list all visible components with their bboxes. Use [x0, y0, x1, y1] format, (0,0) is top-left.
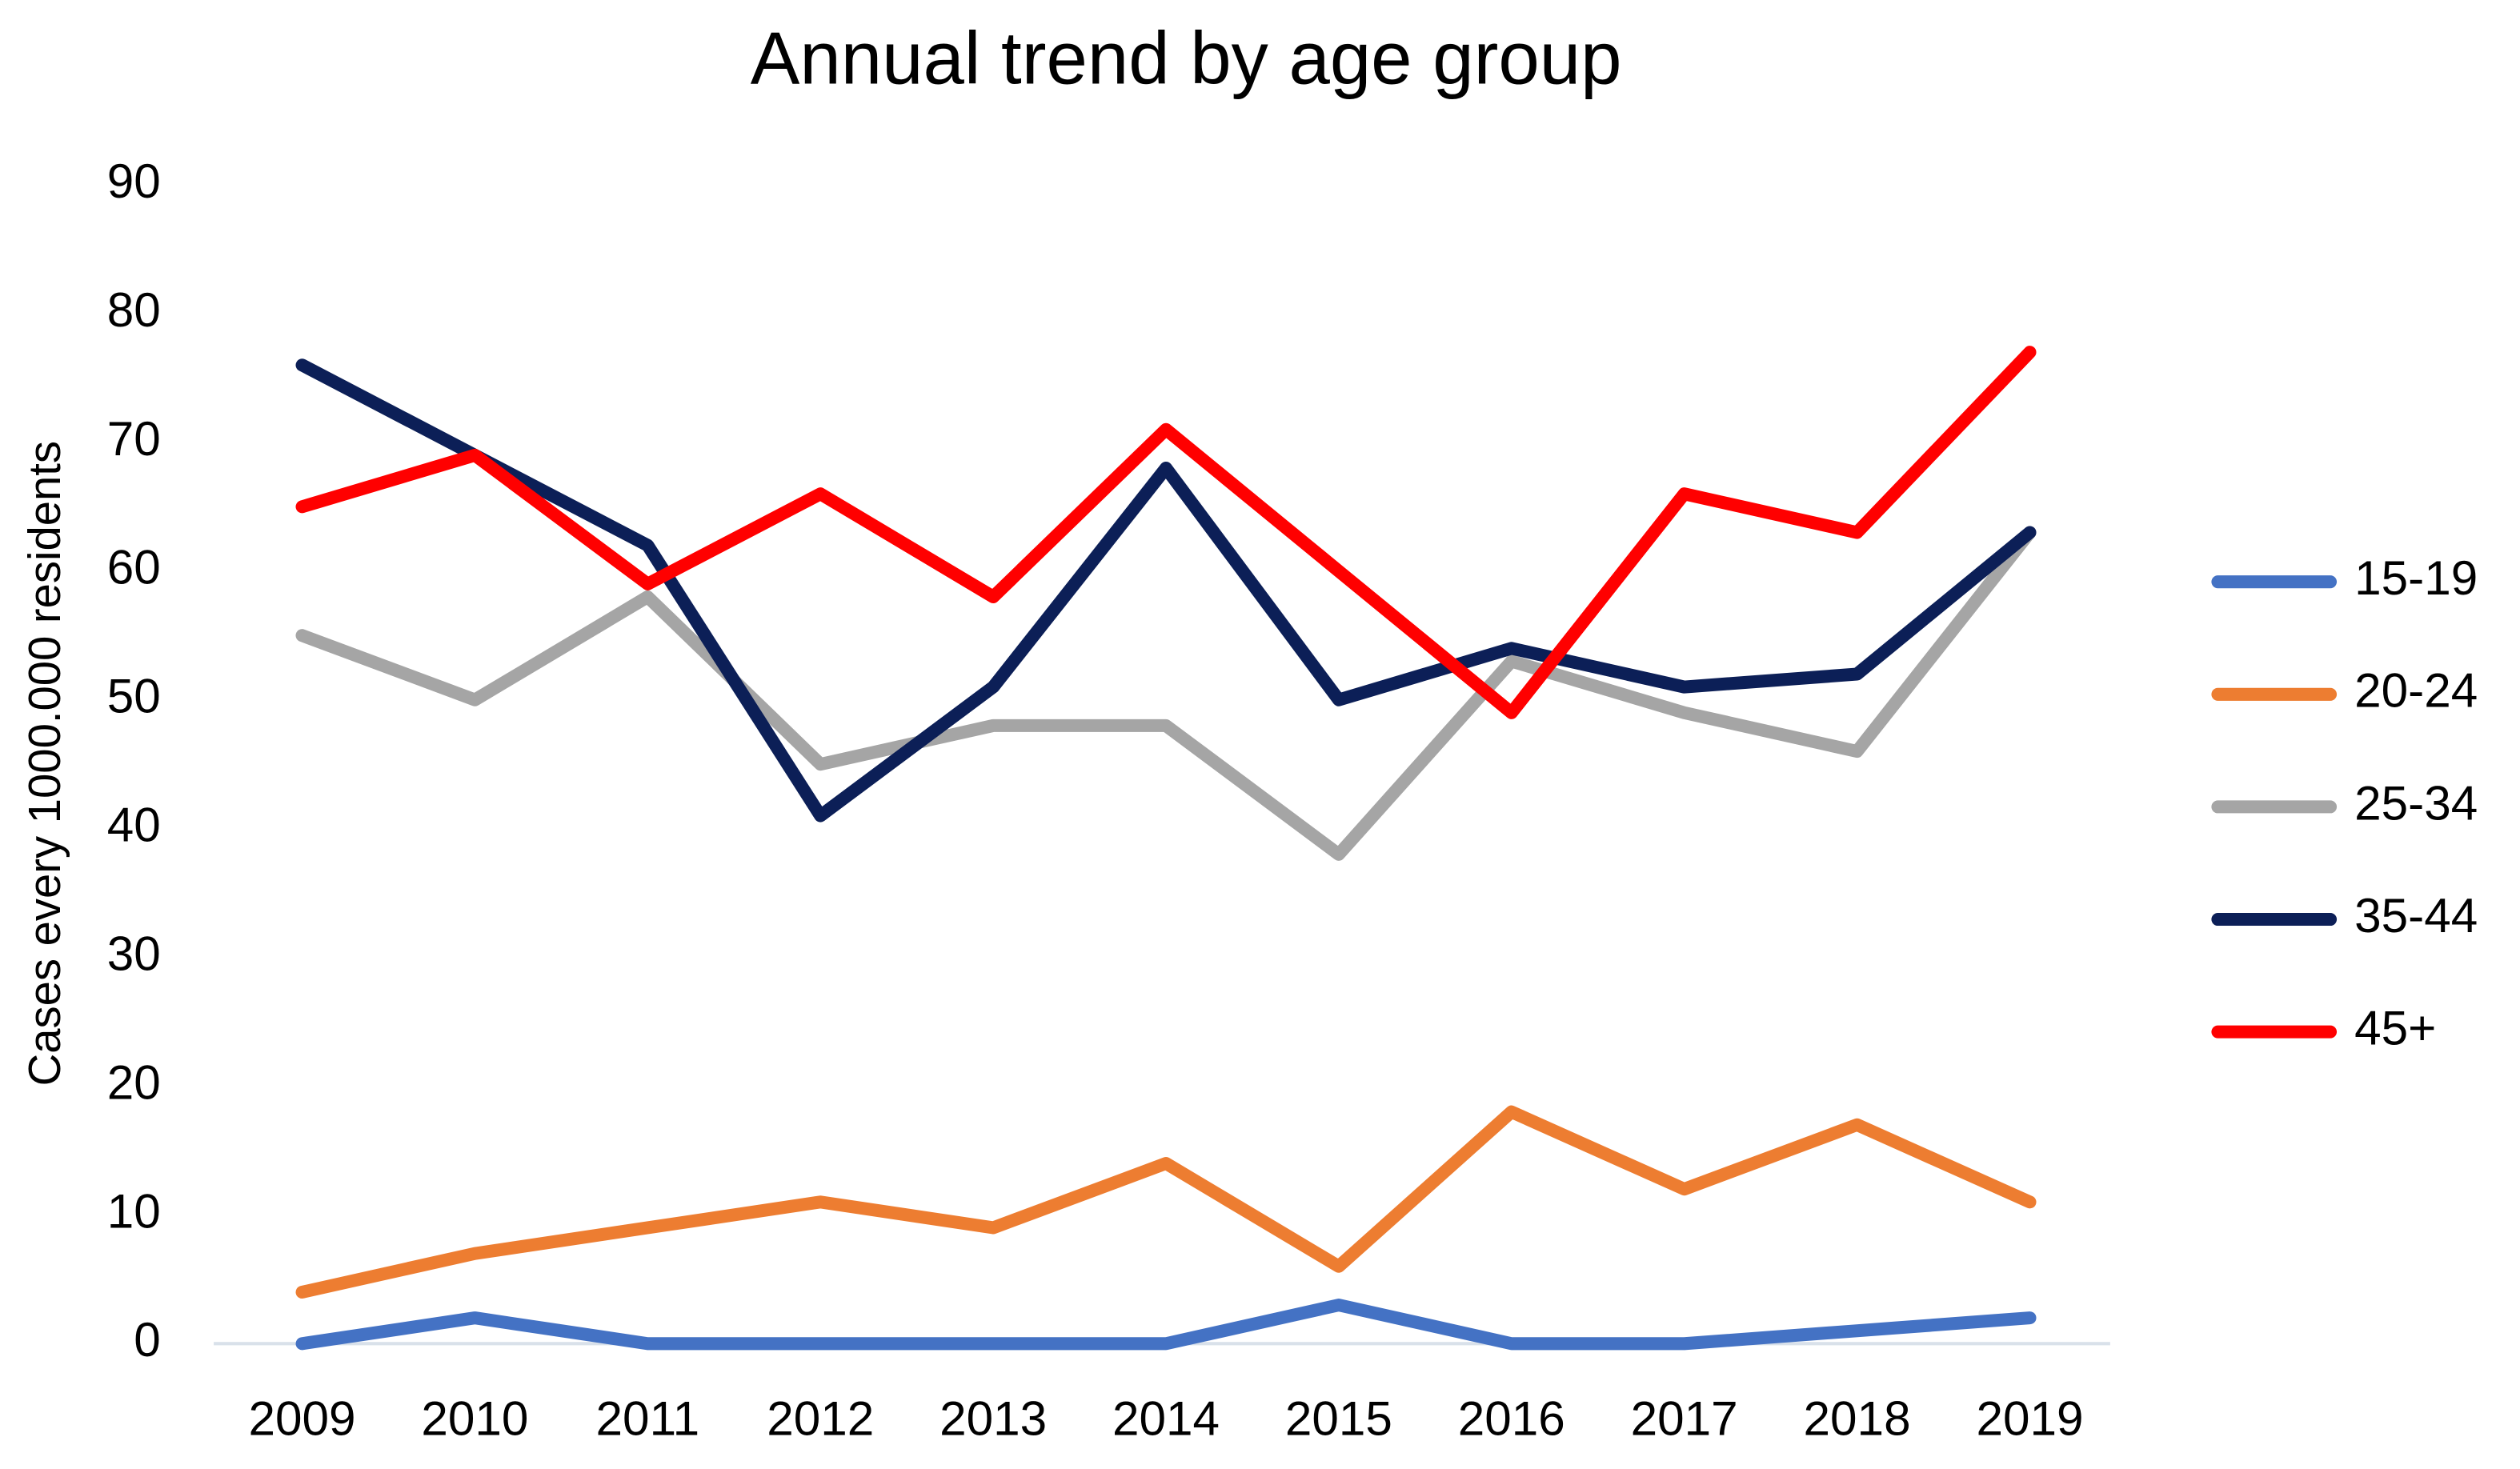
x-tick-label: 2010 [421, 1391, 528, 1446]
y-tick-label: 60 [107, 540, 161, 594]
series-line [295, 1299, 2037, 1351]
x-tick-label: 2014 [1112, 1391, 1220, 1446]
y-tick-label: 80 [107, 282, 161, 337]
chart-title: Annual trend by age group [751, 17, 1622, 100]
legend-label: 25-34 [2354, 775, 2478, 830]
x-tick-label: 2018 [1804, 1391, 1911, 1446]
x-tick-label: 2012 [767, 1391, 874, 1446]
x-tick-label: 2016 [1458, 1391, 1565, 1446]
x-tick-label: 2017 [1631, 1391, 1738, 1446]
y-tick-label: 10 [107, 1183, 161, 1238]
x-tick-label: 2015 [1285, 1391, 1392, 1446]
x-tick-label: 2019 [1976, 1391, 2083, 1446]
x-tick-label: 2011 [596, 1391, 700, 1446]
y-tick-label: 70 [107, 411, 161, 466]
series-line [295, 1105, 2037, 1299]
series-line [295, 526, 2037, 861]
series-line [295, 346, 2037, 719]
legend-label: 45+ [2354, 1001, 2436, 1055]
y-tick-label: 0 [134, 1312, 161, 1367]
y-tick-label: 30 [107, 926, 161, 980]
y-tick-label: 20 [107, 1055, 161, 1109]
legend-label: 20-24 [2354, 663, 2478, 718]
y-axis-label: Cases every 1000.000 residents [19, 441, 70, 1086]
legend-label: 35-44 [2354, 888, 2478, 943]
y-tick-label: 90 [107, 154, 161, 208]
y-tick-label: 40 [107, 798, 161, 852]
series-line [295, 358, 2037, 823]
x-tick-label: 2009 [249, 1391, 356, 1446]
y-tick-label: 50 [107, 669, 161, 723]
x-tick-label: 2013 [939, 1391, 1047, 1446]
legend-label: 15-19 [2354, 550, 2478, 605]
